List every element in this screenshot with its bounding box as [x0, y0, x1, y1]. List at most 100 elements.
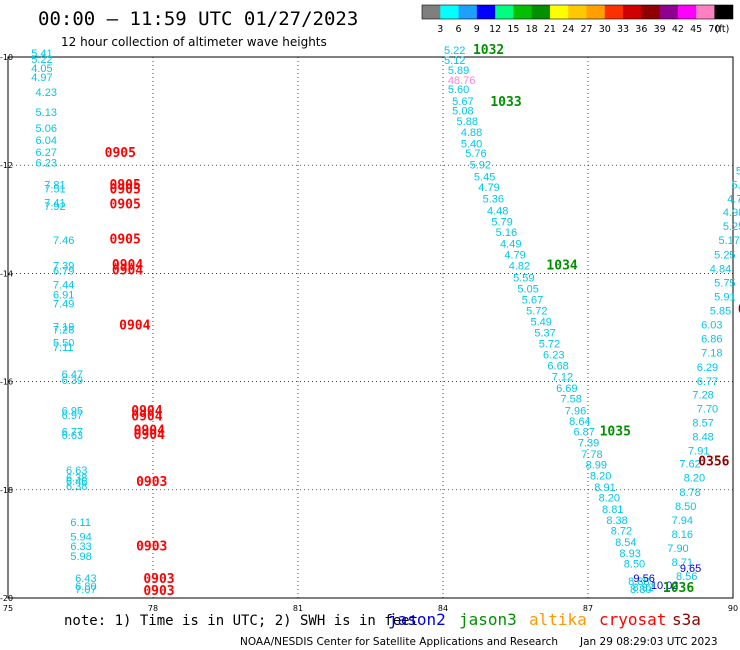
wave-height-value: 6.03 — [701, 320, 722, 332]
map-title: 00:00 – 11:59 UTC 01/27/2023 — [38, 8, 358, 30]
wave-height-value: 4.48 — [487, 205, 508, 217]
wave-height-value: 8.57 — [692, 418, 713, 430]
wave-height-value: 5.22 — [31, 54, 52, 66]
wave-height-value: 5.89 — [448, 65, 469, 77]
wave-height-value: 8.38 — [606, 515, 627, 527]
wave-height-value: 6.63 — [62, 430, 83, 442]
wave-height-value: 8.99 — [586, 460, 607, 472]
wave-height-value: 6.87 — [574, 427, 595, 439]
wave-height-value: 8.20 — [599, 493, 620, 505]
legend-unit: (ft) — [715, 24, 729, 35]
wave-height-value: 7.62 — [679, 459, 700, 471]
wave-height-value: 8.50 — [624, 559, 645, 571]
wave-height-value: 5.40 — [736, 165, 740, 177]
legend-swatch — [549, 5, 569, 19]
wave-height-value: 5.08 — [452, 105, 473, 117]
wave-height-value: 4.05 — [31, 63, 52, 75]
pass-time-label: 0904 — [131, 410, 162, 425]
wave-height-value: 5.76 — [465, 148, 486, 160]
wave-height-value: 7.70 — [697, 403, 718, 415]
pass-time-label: 0905 — [110, 197, 141, 212]
legend-label: 30 — [599, 24, 611, 35]
wave-height-value: 7.28 — [692, 389, 713, 401]
wave-height-value: 5.25 — [723, 221, 740, 233]
latitude-tick-label: -16 — [0, 378, 13, 387]
wave-height-value: 48.76 — [448, 75, 476, 87]
legend-label: 12 — [489, 24, 501, 35]
wave-height-value: 4.98 — [723, 207, 740, 219]
legend-label: 33 — [617, 24, 629, 35]
wave-height-value: 8.72 — [611, 526, 632, 538]
wave-height-value: 4.97 — [31, 72, 52, 84]
wave-height-value: 8.20 — [684, 473, 705, 485]
wave-height-value: 8.78 — [679, 487, 700, 499]
wave-height-value: 6.97 — [62, 410, 83, 422]
wave-height-value: 6.23 — [543, 349, 564, 361]
footnote: note: 1) Time is in UTC; 2) SWH is in fe… — [64, 613, 418, 629]
satellite-label-altika: altika — [529, 610, 587, 629]
wave-height-value: 5.25 — [714, 249, 735, 261]
wave-height-value: 5.88 — [457, 116, 478, 128]
legend-swatch — [495, 5, 514, 19]
latitude-tick-label: -10 — [0, 53, 13, 62]
legend-label: 9 — [474, 24, 480, 35]
legend-swatch — [659, 5, 679, 19]
longitude-ticks: 75 78 81 84 87 90 — [3, 604, 738, 613]
wave-height-value: 5.41 — [31, 48, 52, 60]
pass-time-label: 0904 — [112, 263, 143, 278]
pass-time-label: 0904 — [112, 258, 143, 273]
pass-time-label: 0905 — [110, 182, 141, 197]
wave-height-value: 6.33 — [70, 541, 91, 553]
legend-swatch — [586, 5, 606, 19]
wave-height-value: 8.91 — [594, 482, 615, 494]
wave-height-value: 5.12 — [444, 55, 465, 67]
wave-height-value: 7.90 — [667, 543, 688, 555]
wave-height-value: 7.12 — [552, 372, 573, 384]
wave-height-value: 5.05 — [517, 283, 538, 295]
wave-height-value: 8.81 — [602, 504, 623, 516]
wave-height-value: 5.98 — [70, 551, 91, 563]
wave-height-value: 7.44 — [53, 280, 74, 292]
wave-height-value: 6.77 — [697, 376, 718, 388]
legend-swatch — [641, 5, 661, 19]
wave-height-value: 7.46 — [53, 235, 74, 247]
legend-swatch — [568, 5, 588, 19]
wave-height-value: 6.23 — [36, 157, 57, 169]
wave-height-value: 6.27 — [36, 147, 57, 159]
wave-height-value: 5.92 — [470, 159, 491, 171]
pass-time-label: 0356 — [698, 454, 729, 469]
legend-label: 36 — [635, 24, 647, 35]
legend-swatch — [440, 5, 460, 19]
wave-height-value: 7.07 — [75, 584, 96, 596]
legend-label: 39 — [654, 24, 666, 35]
legend-swatch — [714, 5, 734, 19]
wave-height-value: 5.60 — [448, 84, 469, 96]
wave-height-value: 7.28 — [53, 324, 74, 336]
latitude-tick-label: -18 — [0, 486, 13, 495]
wave-height-value: 5.16 — [496, 227, 517, 239]
legend-label: 24 — [562, 24, 574, 35]
wave-height-value: 5.67 — [522, 295, 543, 307]
wave-height-value: 5.49 — [530, 316, 551, 328]
wave-height-value: 5.50 — [53, 337, 74, 349]
legend-label: 21 — [544, 24, 556, 35]
wave-height-value: 6.04 — [36, 135, 57, 147]
wave-height-value: 7.51 — [44, 183, 65, 195]
wave-height-value: 8.48 — [692, 432, 713, 444]
wave-height-value: 4.49 — [500, 238, 521, 250]
wave-height-value: 5.40 — [461, 138, 482, 150]
wave-height-value: 6.29 — [697, 362, 718, 374]
legend-label: 15 — [507, 24, 519, 35]
wave-height-value: 5.72 — [526, 306, 547, 318]
longitude-tick-label: 81 — [293, 604, 303, 613]
wave-height-value: 6.69 — [556, 383, 577, 395]
pass-time-label: 1036 — [663, 581, 694, 596]
wave-height-value: 8.92 — [632, 582, 653, 594]
pass-time-label: 0905 — [110, 233, 141, 248]
wave-height-value: 4.71 — [727, 194, 740, 206]
wave-height-value: 5.75 — [714, 277, 735, 289]
wave-height-value: 8.88 — [628, 576, 649, 588]
wave-height-value: 9.65 — [680, 563, 701, 575]
legend-swatch — [677, 5, 697, 19]
